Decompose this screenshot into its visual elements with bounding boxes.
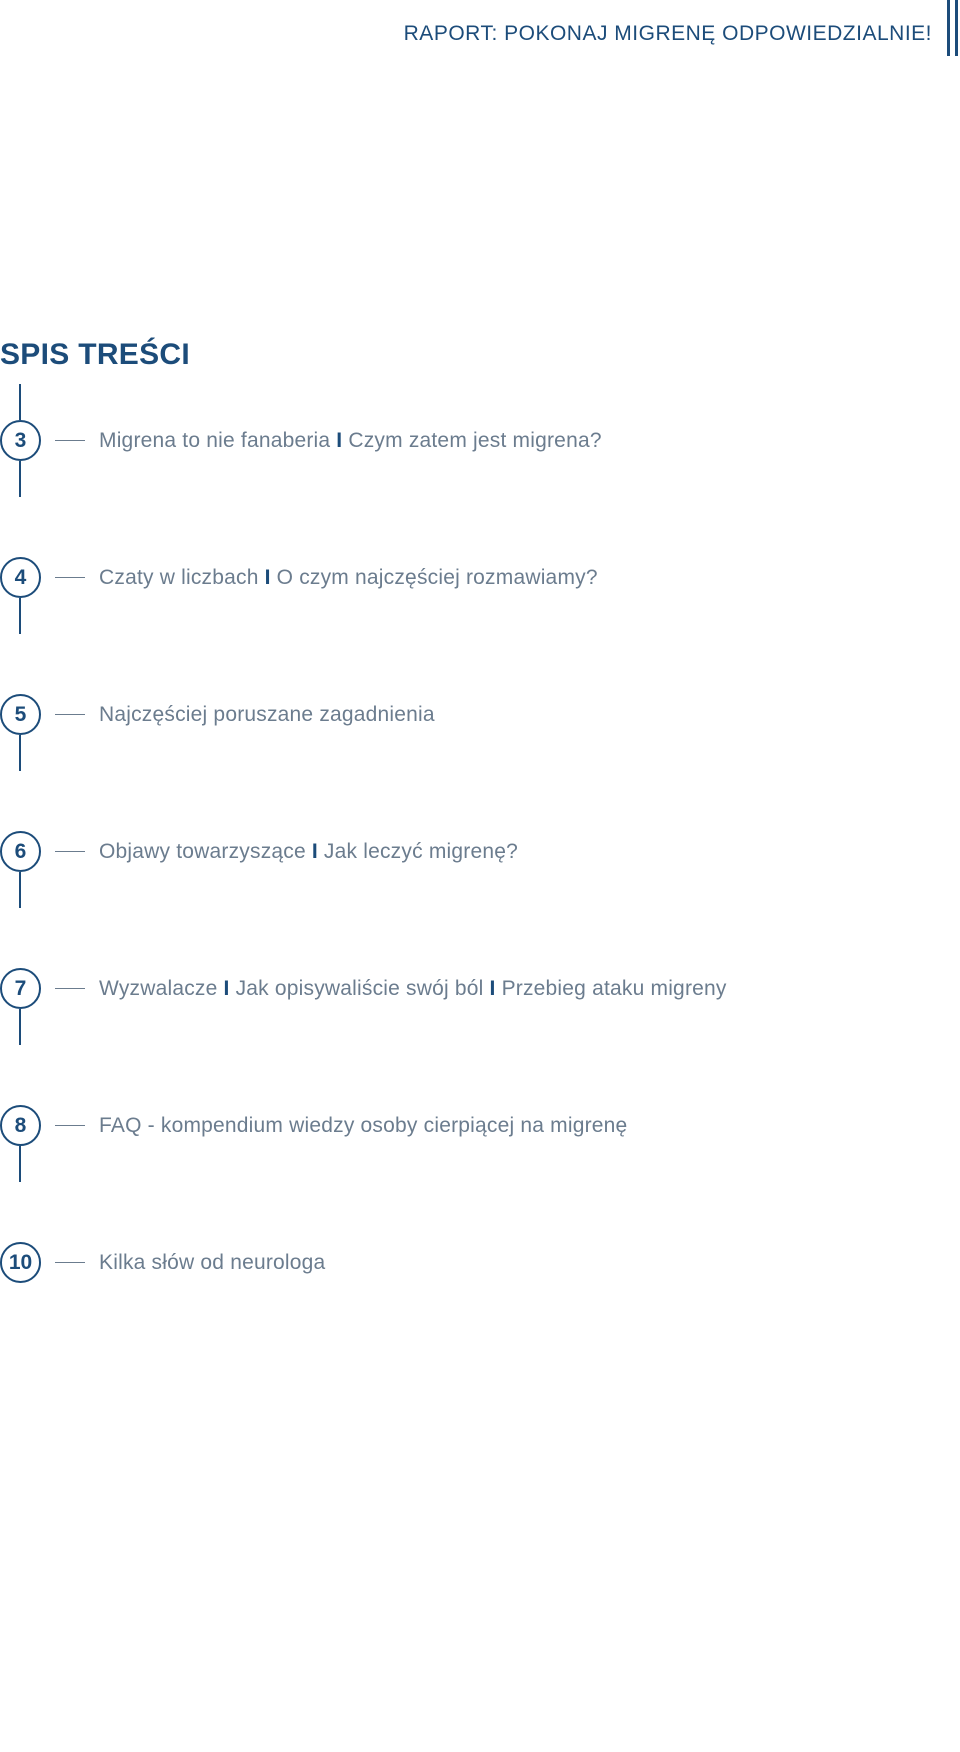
toc-item-part: Jak leczyć migrenę? <box>324 840 518 863</box>
separator: I <box>306 840 324 863</box>
connector-horizontal <box>55 988 85 989</box>
spacer <box>0 497 727 557</box>
toc-item-part: Wyzwalacze <box>99 977 218 1000</box>
toc-item: 6 Objawy towarzysząceIJak leczyć migrenę? <box>0 831 727 872</box>
spacer <box>0 908 727 968</box>
toc-item-part: FAQ - kompendium wiedzy osoby cierpiącej… <box>99 1114 627 1137</box>
toc-item-part: Najczęściej poruszane zagadnienia <box>99 703 435 726</box>
toc-item: 10 Kilka słów od neurologa <box>0 1242 727 1283</box>
connector-vertical <box>19 461 21 497</box>
connector-horizontal <box>55 577 85 578</box>
spacer <box>0 1182 727 1242</box>
toc-item-part: Kilka słów od neurologa <box>99 1251 325 1274</box>
toc-item: 5 Najczęściej poruszane zagadnienia <box>0 694 727 735</box>
connector-vertical <box>19 598 21 634</box>
toc-item-label: FAQ - kompendium wiedzy osoby cierpiącej… <box>99 1114 627 1138</box>
connector-vertical <box>19 1146 21 1182</box>
connector-horizontal <box>55 851 85 852</box>
page-number-circle: 4 <box>0 557 41 598</box>
toc-item-label: Czaty w liczbachIO czym najczęściej rozm… <box>99 566 598 590</box>
report-header: RAPORT: POKONAJ MIGRENĘ ODPOWIEDZIALNIE! <box>404 22 932 46</box>
page-number-circle: 6 <box>0 831 41 872</box>
connector-vertical <box>19 384 21 420</box>
separator: I <box>259 566 277 589</box>
connector-horizontal <box>55 1125 85 1126</box>
toc-title: SPIS TREŚCI <box>0 338 190 372</box>
toc-item-label: Objawy towarzysząceIJak leczyć migrenę? <box>99 840 518 864</box>
page-number-circle: 3 <box>0 420 41 461</box>
header-accent-bar-1 <box>947 0 950 56</box>
page-number-circle: 7 <box>0 968 41 1009</box>
toc-item-part: Czym zatem jest migrena? <box>348 429 601 452</box>
toc-item: 7WyzwalaczeIJak opisywaliście swój bólIP… <box>0 968 727 1009</box>
page-number-circle: 10 <box>0 1242 41 1283</box>
toc-item-part: Migrena to nie fanaberia <box>99 429 330 452</box>
connector-horizontal <box>55 1262 85 1263</box>
connector-vertical <box>19 735 21 771</box>
separator: I <box>484 977 502 1000</box>
toc-item-label: Migrena to nie fanaberiaICzym zatem jest… <box>99 429 602 453</box>
toc-item: 8 FAQ - kompendium wiedzy osoby cierpiące… <box>0 1105 727 1146</box>
toc-item-part: Jak opisywaliście swój ból <box>236 977 484 1000</box>
toc-list: 3Migrena to nie fanaberiaICzym zatem jes… <box>0 384 727 1283</box>
toc-item-part: Objawy towarzyszące <box>99 840 306 863</box>
connector-horizontal <box>55 440 85 441</box>
page-number-circle: 8 <box>0 1105 41 1146</box>
toc-item-label: Najczęściej poruszane zagadnienia <box>99 703 435 727</box>
spacer <box>0 771 727 831</box>
toc-item: 3 Migrena to nie fanaberiaICzym zatem jes… <box>0 420 727 461</box>
separator: I <box>330 429 348 452</box>
toc-item-label: WyzwalaczeIJak opisywaliście swój bólIPr… <box>99 977 727 1001</box>
connector-vertical <box>19 1009 21 1045</box>
separator: I <box>218 977 236 1000</box>
toc-item-label: Kilka słów od neurologa <box>99 1251 325 1275</box>
spacer <box>0 1045 727 1105</box>
page-number-circle: 5 <box>0 694 41 735</box>
connector-horizontal <box>55 714 85 715</box>
toc-item-part: O czym najczęściej rozmawiamy? <box>277 566 598 589</box>
spacer <box>0 634 727 694</box>
toc-item-part: Przebieg ataku migreny <box>502 977 727 1000</box>
toc-item: 4 Czaty w liczbachIO czym najczęściej roz… <box>0 557 727 598</box>
header-accent-bar-2 <box>955 0 958 56</box>
toc-item-part: Czaty w liczbach <box>99 566 259 589</box>
connector-vertical <box>19 872 21 908</box>
